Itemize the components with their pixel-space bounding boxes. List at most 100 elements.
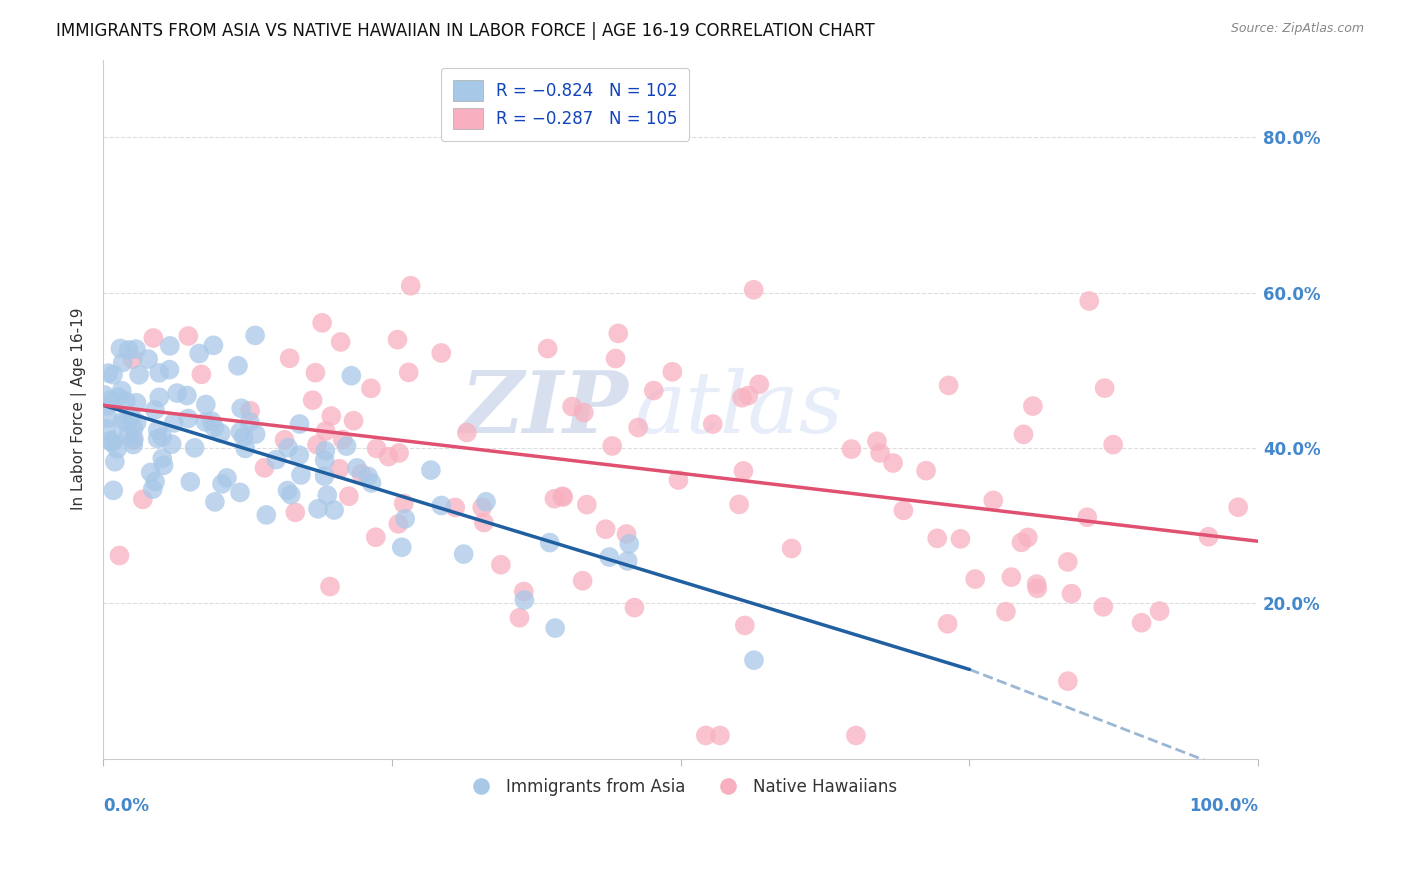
Point	[148, 390, 170, 404]
Point	[1102, 437, 1125, 451]
Point	[513, 584, 536, 599]
Point	[211, 476, 233, 491]
Point	[121, 352, 143, 367]
Point	[994, 605, 1017, 619]
Point	[233, 442, 256, 456]
Legend: Immigrants from Asia, Native Hawaiians: Immigrants from Asia, Native Hawaiians	[458, 772, 903, 803]
Point	[543, 491, 565, 506]
Point	[627, 420, 650, 434]
Point	[1022, 399, 1045, 413]
Point	[301, 393, 323, 408]
Point	[360, 475, 382, 490]
Point	[179, 475, 201, 489]
Point	[1227, 500, 1250, 515]
Point	[965, 572, 987, 586]
Point	[107, 390, 129, 404]
Point	[419, 463, 441, 477]
Point	[176, 388, 198, 402]
Point	[444, 500, 467, 515]
Point	[661, 365, 683, 379]
Point	[728, 497, 751, 511]
Point	[841, 442, 863, 456]
Point	[475, 495, 498, 509]
Point	[290, 467, 312, 482]
Point	[132, 492, 155, 507]
Point	[388, 446, 411, 460]
Point	[177, 411, 200, 425]
Point	[1025, 577, 1047, 591]
Point	[101, 368, 124, 382]
Point	[927, 532, 949, 546]
Point	[316, 488, 339, 502]
Point	[190, 368, 212, 382]
Point	[142, 331, 165, 345]
Point	[360, 381, 382, 395]
Point	[122, 432, 145, 446]
Point	[254, 508, 277, 522]
Point	[328, 462, 350, 476]
Point	[702, 417, 724, 431]
Point	[387, 516, 409, 531]
Point	[101, 435, 124, 450]
Point	[332, 433, 354, 447]
Point	[342, 414, 364, 428]
Point	[1130, 615, 1153, 630]
Point	[159, 339, 181, 353]
Point	[1094, 381, 1116, 395]
Point	[882, 456, 904, 470]
Point	[188, 346, 211, 360]
Point	[146, 423, 169, 437]
Point	[544, 621, 567, 635]
Point	[118, 428, 141, 442]
Point	[394, 512, 416, 526]
Point	[575, 498, 598, 512]
Point	[695, 729, 717, 743]
Point	[104, 455, 127, 469]
Point	[277, 441, 299, 455]
Point	[377, 450, 399, 464]
Point	[253, 460, 276, 475]
Point	[398, 365, 420, 379]
Point	[430, 499, 453, 513]
Point	[108, 549, 131, 563]
Point	[314, 443, 336, 458]
Point	[239, 415, 262, 429]
Point	[391, 541, 413, 555]
Text: 100.0%: 100.0%	[1189, 797, 1258, 815]
Point	[1076, 510, 1098, 524]
Point	[1060, 587, 1083, 601]
Point	[668, 473, 690, 487]
Point	[508, 611, 530, 625]
Point	[350, 467, 373, 481]
Point	[643, 384, 665, 398]
Point	[489, 558, 512, 572]
Point	[366, 442, 388, 456]
Point	[731, 391, 754, 405]
Point	[150, 430, 173, 444]
Point	[598, 549, 620, 564]
Point	[605, 351, 627, 366]
Point	[1000, 570, 1022, 584]
Point	[304, 366, 326, 380]
Point	[346, 461, 368, 475]
Point	[122, 437, 145, 451]
Text: 0.0%: 0.0%	[103, 797, 149, 815]
Point	[146, 432, 169, 446]
Point	[160, 437, 183, 451]
Point	[96, 422, 118, 436]
Point	[201, 414, 224, 428]
Point	[136, 352, 159, 367]
Point	[595, 522, 617, 536]
Point	[98, 392, 121, 407]
Point	[600, 439, 623, 453]
Point	[742, 283, 765, 297]
Point	[194, 397, 217, 411]
Point	[97, 366, 120, 380]
Point	[314, 469, 336, 483]
Point	[1092, 599, 1115, 614]
Point	[111, 355, 134, 369]
Point	[538, 535, 561, 549]
Point	[278, 351, 301, 366]
Point	[104, 433, 127, 447]
Point	[229, 425, 252, 439]
